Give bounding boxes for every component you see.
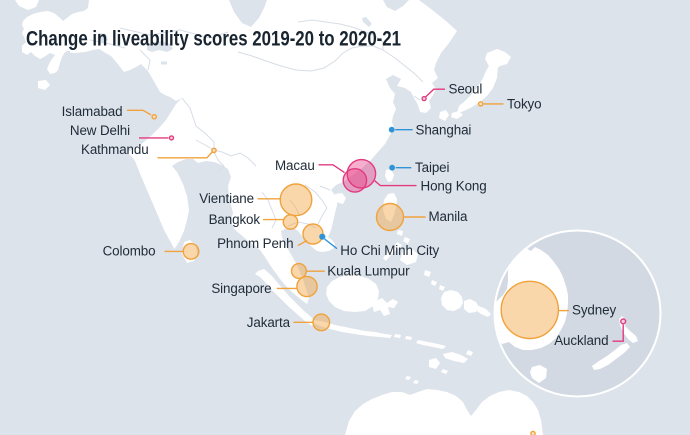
svg-text:Hong Kong: Hong Kong xyxy=(421,179,487,194)
svg-text:Kathmandu: Kathmandu xyxy=(81,142,149,157)
svg-text:Macau: Macau xyxy=(275,158,315,173)
svg-text:Auckland: Auckland xyxy=(554,333,608,348)
svg-text:Phnom Penh: Phnom Penh xyxy=(217,236,293,251)
svg-text:Singapore: Singapore xyxy=(211,281,271,296)
svg-text:Ho Chi Minh City: Ho Chi Minh City xyxy=(340,243,439,258)
svg-text:Jakarta: Jakarta xyxy=(247,315,291,330)
svg-text:Islamabad: Islamabad xyxy=(62,104,123,119)
svg-text:Seoul: Seoul xyxy=(449,82,483,97)
svg-text:Taipei: Taipei xyxy=(415,160,450,175)
svg-text:Kuala Lumpur: Kuala Lumpur xyxy=(327,264,410,279)
svg-text:Change in liveability scores 2: Change in liveability scores 2019-20 to … xyxy=(26,27,401,51)
svg-text:Tokyo: Tokyo xyxy=(507,96,541,111)
svg-text:Shanghai: Shanghai xyxy=(416,122,472,137)
svg-text:Vientiane: Vientiane xyxy=(199,191,254,206)
svg-text:Bangkok: Bangkok xyxy=(209,212,261,227)
svg-text:Manila: Manila xyxy=(429,209,468,224)
svg-text:New Delhi: New Delhi xyxy=(70,123,130,138)
svg-text:Colombo: Colombo xyxy=(103,244,156,259)
svg-text:Sydney: Sydney xyxy=(572,303,616,318)
